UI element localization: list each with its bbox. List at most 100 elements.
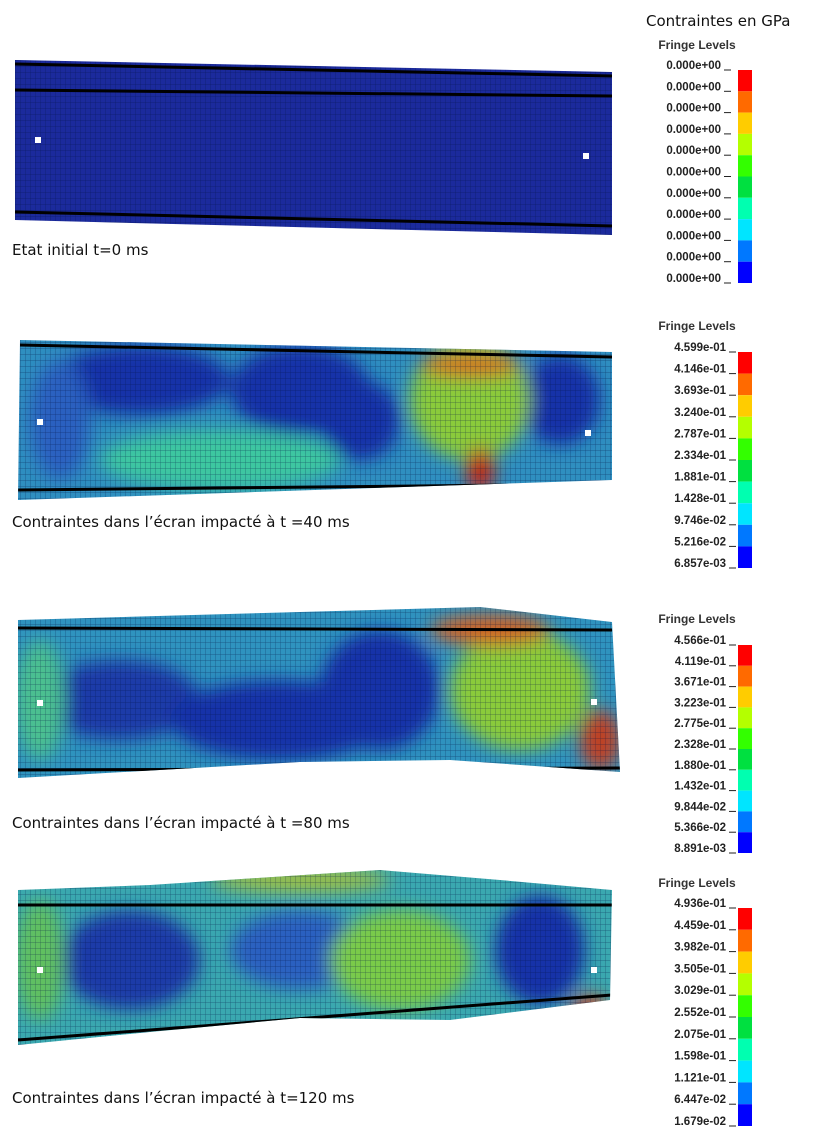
level-label: 3.240e-01: [674, 407, 726, 419]
color-band: [738, 665, 752, 687]
level-label: 3.671e-01: [674, 677, 726, 689]
level-label: 0.000e+00: [666, 103, 721, 115]
stress-panel: Contraintes dans l’écran impacté à t =80…: [12, 607, 752, 855]
level-label: 3.505e-01: [674, 963, 726, 975]
legend-title: Fringe Levels: [658, 612, 736, 626]
level-label: 8.891e-03: [674, 843, 726, 855]
color-band: [738, 929, 752, 952]
level-label: 0.000e+00: [666, 124, 721, 136]
caption: Contraintes dans l’écran impacté à t =80…: [12, 814, 350, 832]
level-label: 1.428e-01: [674, 493, 726, 505]
level-label: 1.679e-02: [674, 1116, 726, 1128]
color-band: [738, 373, 752, 396]
level-label: 3.223e-01: [674, 697, 726, 709]
stiffener: [15, 88, 612, 98]
level-label: 9.844e-02: [674, 801, 726, 813]
level-label: 6.857e-03: [674, 558, 726, 570]
color-band: [738, 973, 752, 996]
legend-title: Fringe Levels: [658, 319, 736, 333]
level-label: 1.598e-01: [674, 1051, 726, 1063]
caption: Contraintes dans l’écran impacté à t =40…: [12, 513, 350, 531]
color-band: [738, 908, 752, 930]
color-band: [738, 749, 752, 770]
caption: Contraintes dans l’écran impacté à t=120…: [12, 1089, 355, 1107]
color-band: [738, 197, 752, 220]
level-label: 0.000e+00: [666, 188, 721, 200]
level-label: 4.459e-01: [674, 920, 726, 932]
color-band: [738, 503, 752, 525]
mesh: [18, 870, 612, 1045]
level-label: 1.880e-01: [674, 760, 726, 772]
color-band: [738, 790, 752, 812]
color-band: [738, 995, 752, 1017]
stress-panel: Contraintes dans l’écran impacté à t=120…: [12, 870, 752, 1128]
color-band: [738, 1017, 752, 1039]
stress-panel: Etat initial t=0 ms Fringe Levels 0.000e+0…: [12, 38, 752, 285]
level-label: 5.216e-02: [674, 536, 726, 548]
legend-title: Fringe Levels: [658, 876, 736, 890]
level-label: 4.146e-01: [674, 364, 726, 376]
stiffener: [19, 343, 612, 359]
level-label: 0.000e+00: [666, 81, 721, 93]
level-label: 6.447e-02: [674, 1094, 726, 1106]
color-band: [738, 728, 752, 749]
color-band: [738, 769, 752, 791]
hole: [591, 967, 597, 973]
caption: Etat initial t=0 ms: [12, 241, 149, 259]
level-label: 0.000e+00: [666, 145, 721, 157]
stiffener: [15, 210, 612, 228]
level-label: 1.881e-01: [674, 472, 726, 484]
hole: [37, 967, 43, 973]
color-band: [738, 70, 752, 92]
level-label: 2.787e-01: [674, 428, 726, 440]
stiffener: [18, 993, 612, 1042]
stiffener: [18, 766, 620, 772]
color-band: [738, 707, 752, 729]
hole: [591, 699, 597, 705]
color-band: [738, 1104, 752, 1126]
stress-field: [15, 60, 612, 235]
level-label: 4.599e-01: [674, 342, 726, 354]
level-label: 2.334e-01: [674, 450, 726, 462]
color-band: [738, 686, 752, 708]
color-band: [738, 645, 752, 666]
header-title: Contraintes en GPa: [646, 12, 790, 30]
color-band: [738, 112, 752, 134]
level-label: 0.000e+00: [666, 230, 721, 242]
hole: [37, 700, 43, 706]
level-label: 4.119e-01: [675, 656, 727, 668]
color-band: [738, 395, 752, 417]
color-band: [738, 524, 752, 547]
level-label: 2.552e-01: [674, 1007, 726, 1019]
color-band: [738, 261, 752, 283]
hole: [37, 419, 43, 425]
level-label: 3.693e-01: [674, 385, 726, 397]
level-label: 0.000e+00: [666, 60, 721, 72]
color-band: [738, 240, 752, 262]
color-band: [738, 811, 752, 833]
level-label: 0.000e+00: [666, 273, 721, 285]
color-band: [738, 546, 752, 568]
color-band: [738, 219, 752, 241]
level-label: 3.982e-01: [674, 942, 726, 954]
level-label: 4.936e-01: [674, 898, 726, 910]
stress-field: [18, 607, 620, 778]
stiffener: [18, 626, 613, 632]
level-label: 0.000e+00: [666, 167, 721, 179]
stress-field: [18, 340, 612, 500]
stress-panel: Contraintes dans l’écran impacté à t =40…: [12, 319, 752, 570]
level-label: 4.566e-01: [674, 635, 726, 647]
mesh: [18, 607, 620, 778]
color-band: [738, 460, 752, 482]
color-band: [738, 155, 752, 177]
legend-title: Fringe Levels: [658, 38, 736, 52]
stiffener: [15, 62, 612, 78]
level-label: 2.328e-01: [674, 739, 726, 751]
color-band: [738, 176, 752, 198]
level-label: 2.775e-01: [674, 718, 726, 730]
hole: [585, 430, 591, 436]
color-band: [738, 416, 752, 439]
hole: [35, 137, 41, 143]
hole: [583, 153, 589, 159]
